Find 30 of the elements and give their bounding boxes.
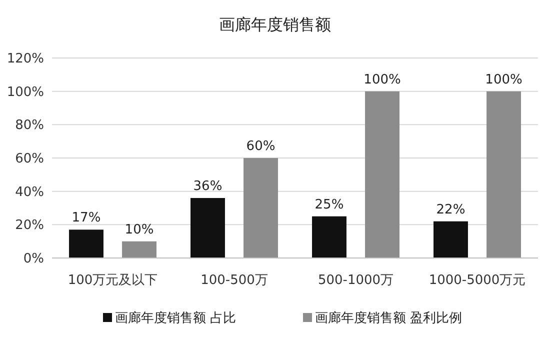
data-label: 17% xyxy=(72,210,101,226)
legend-label: 画廊年度销售额 占比 xyxy=(115,310,236,326)
chart-title: 画廊年度销售额 xyxy=(219,15,331,34)
y-tick-label: 100% xyxy=(6,84,44,100)
bar xyxy=(244,158,278,258)
bar xyxy=(434,221,468,258)
data-label: 22% xyxy=(436,202,466,218)
y-tick-label: 0% xyxy=(23,252,44,267)
bar xyxy=(190,198,225,258)
data-label: 100% xyxy=(364,72,401,88)
data-label: 60% xyxy=(246,139,276,154)
bar xyxy=(365,91,400,258)
y-tick-label: 60% xyxy=(15,152,44,167)
data-label: 36% xyxy=(193,179,222,194)
x-tick-label: 1000-5000万元 xyxy=(428,273,526,288)
bar xyxy=(486,91,521,258)
data-label: 100% xyxy=(485,72,522,88)
legend-label: 画廊年度销售额 盈利比例 xyxy=(315,310,462,326)
x-tick-label: 500-1000万 xyxy=(318,273,394,288)
bar xyxy=(69,230,104,258)
y-tick-label: 40% xyxy=(15,184,44,200)
bar xyxy=(122,241,156,258)
data-label: 25% xyxy=(314,197,344,212)
y-tick-label: 20% xyxy=(15,218,44,234)
y-tick-label: 80% xyxy=(15,118,44,134)
x-tick-label: 100万元及以下 xyxy=(68,273,158,288)
data-label: 10% xyxy=(124,222,154,238)
x-tick-label: 100-500万 xyxy=(200,273,268,288)
y-tick-label: 120% xyxy=(6,52,44,67)
bar xyxy=(312,216,346,258)
